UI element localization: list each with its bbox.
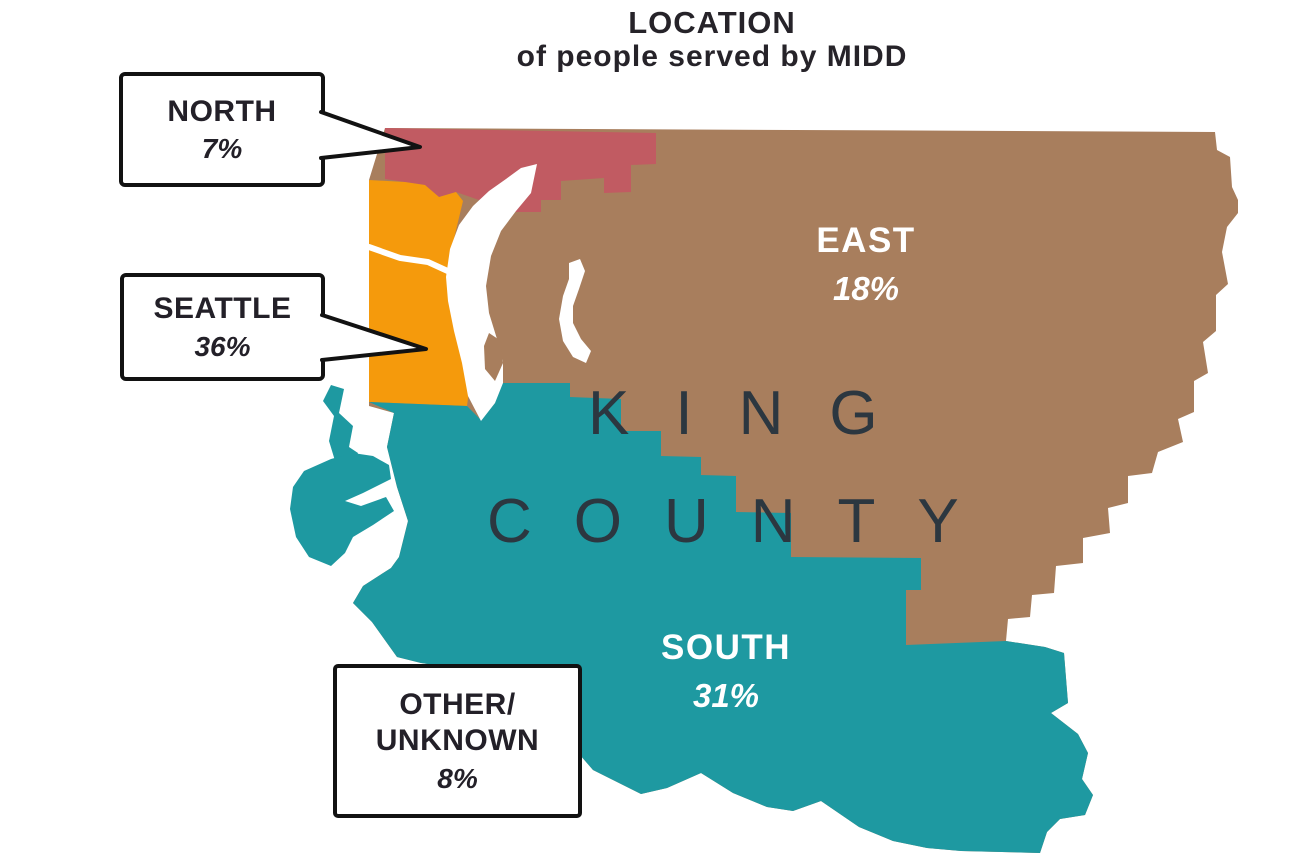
south-region-shape xyxy=(353,383,1093,853)
seattle-callout-label: SEATTLE xyxy=(153,292,292,326)
other-unknown-callout: OTHER/ UNKNOWN 8% xyxy=(335,666,580,816)
east-region-label-group: EAST 18% xyxy=(816,221,915,308)
other-callout-label-line2: UNKNOWN xyxy=(375,723,540,757)
seattle-callout: SEATTLE 36% xyxy=(122,275,323,379)
other-callout-box xyxy=(333,664,582,818)
north-callout-value: 7% xyxy=(201,133,243,165)
infographic-subtitle: of people served by MIDD xyxy=(516,40,908,73)
east-region-label: EAST xyxy=(816,221,916,260)
north-callout-label: NORTH xyxy=(167,94,277,128)
east-region-value: 18% xyxy=(832,270,900,307)
map-title-king: KING xyxy=(588,379,924,448)
north-callout: NORTH 7% xyxy=(121,74,323,185)
mercer-island-shape xyxy=(484,333,503,381)
lake-sammamish-shape xyxy=(559,259,591,363)
seattle-callout-pointer xyxy=(320,315,426,360)
ship-canal-shape xyxy=(366,244,455,276)
north-island-shape xyxy=(323,385,358,471)
other-callout-label-line1: OTHER/ xyxy=(399,688,516,722)
other-callout-value: 8% xyxy=(437,763,478,795)
infographic-title: LOCATION xyxy=(628,5,796,40)
seattle-callout-pointer-outline xyxy=(320,313,428,362)
lake-washington-shape xyxy=(446,164,537,421)
map-title-county: COUNTY xyxy=(487,487,1001,556)
north-callout-pointer-outline xyxy=(319,110,422,160)
north-callout-pointer xyxy=(319,112,420,158)
south-region-label: SOUTH xyxy=(661,628,791,667)
vashon-island-shape xyxy=(290,453,394,566)
seattle-callout-value: 36% xyxy=(194,330,251,362)
south-region-value: 31% xyxy=(692,677,760,714)
south-region-label-group: SOUTH 31% xyxy=(661,628,791,715)
